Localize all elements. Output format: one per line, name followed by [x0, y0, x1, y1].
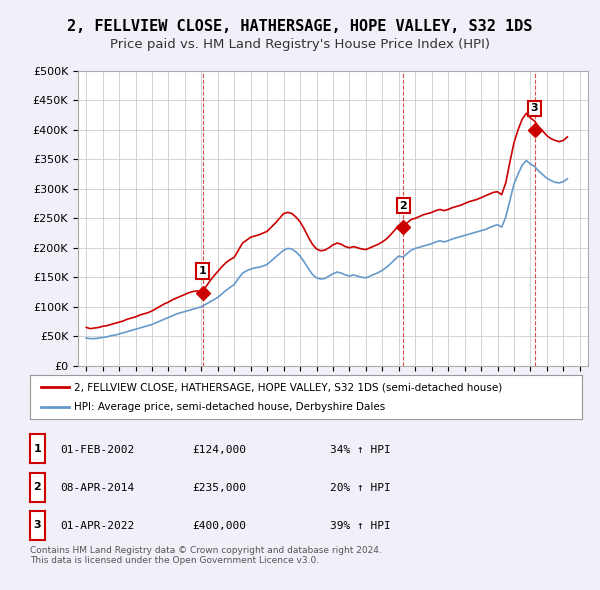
Text: 2, FELLVIEW CLOSE, HATHERSAGE, HOPE VALLEY, S32 1DS (semi-detached house): 2, FELLVIEW CLOSE, HATHERSAGE, HOPE VALL…: [74, 382, 502, 392]
Text: 08-APR-2014: 08-APR-2014: [60, 483, 134, 493]
Text: 2, FELLVIEW CLOSE, HATHERSAGE, HOPE VALLEY, S32 1DS: 2, FELLVIEW CLOSE, HATHERSAGE, HOPE VALL…: [67, 19, 533, 34]
Text: £400,000: £400,000: [192, 522, 246, 532]
Text: £124,000: £124,000: [192, 445, 246, 455]
Text: 2: 2: [400, 201, 407, 211]
Text: Price paid vs. HM Land Registry's House Price Index (HPI): Price paid vs. HM Land Registry's House …: [110, 38, 490, 51]
Text: Contains HM Land Registry data © Crown copyright and database right 2024.
This d: Contains HM Land Registry data © Crown c…: [30, 546, 382, 565]
Text: 2: 2: [34, 482, 41, 492]
Text: HPI: Average price, semi-detached house, Derbyshire Dales: HPI: Average price, semi-detached house,…: [74, 402, 385, 411]
Text: 20% ↑ HPI: 20% ↑ HPI: [330, 483, 391, 493]
Text: 1: 1: [34, 444, 41, 454]
Text: 3: 3: [34, 520, 41, 530]
Text: 01-APR-2022: 01-APR-2022: [60, 522, 134, 532]
Text: 34% ↑ HPI: 34% ↑ HPI: [330, 445, 391, 455]
Text: 1: 1: [199, 266, 206, 276]
Text: 01-FEB-2002: 01-FEB-2002: [60, 445, 134, 455]
Text: £235,000: £235,000: [192, 483, 246, 493]
Text: 39% ↑ HPI: 39% ↑ HPI: [330, 522, 391, 532]
Text: 3: 3: [531, 103, 538, 113]
